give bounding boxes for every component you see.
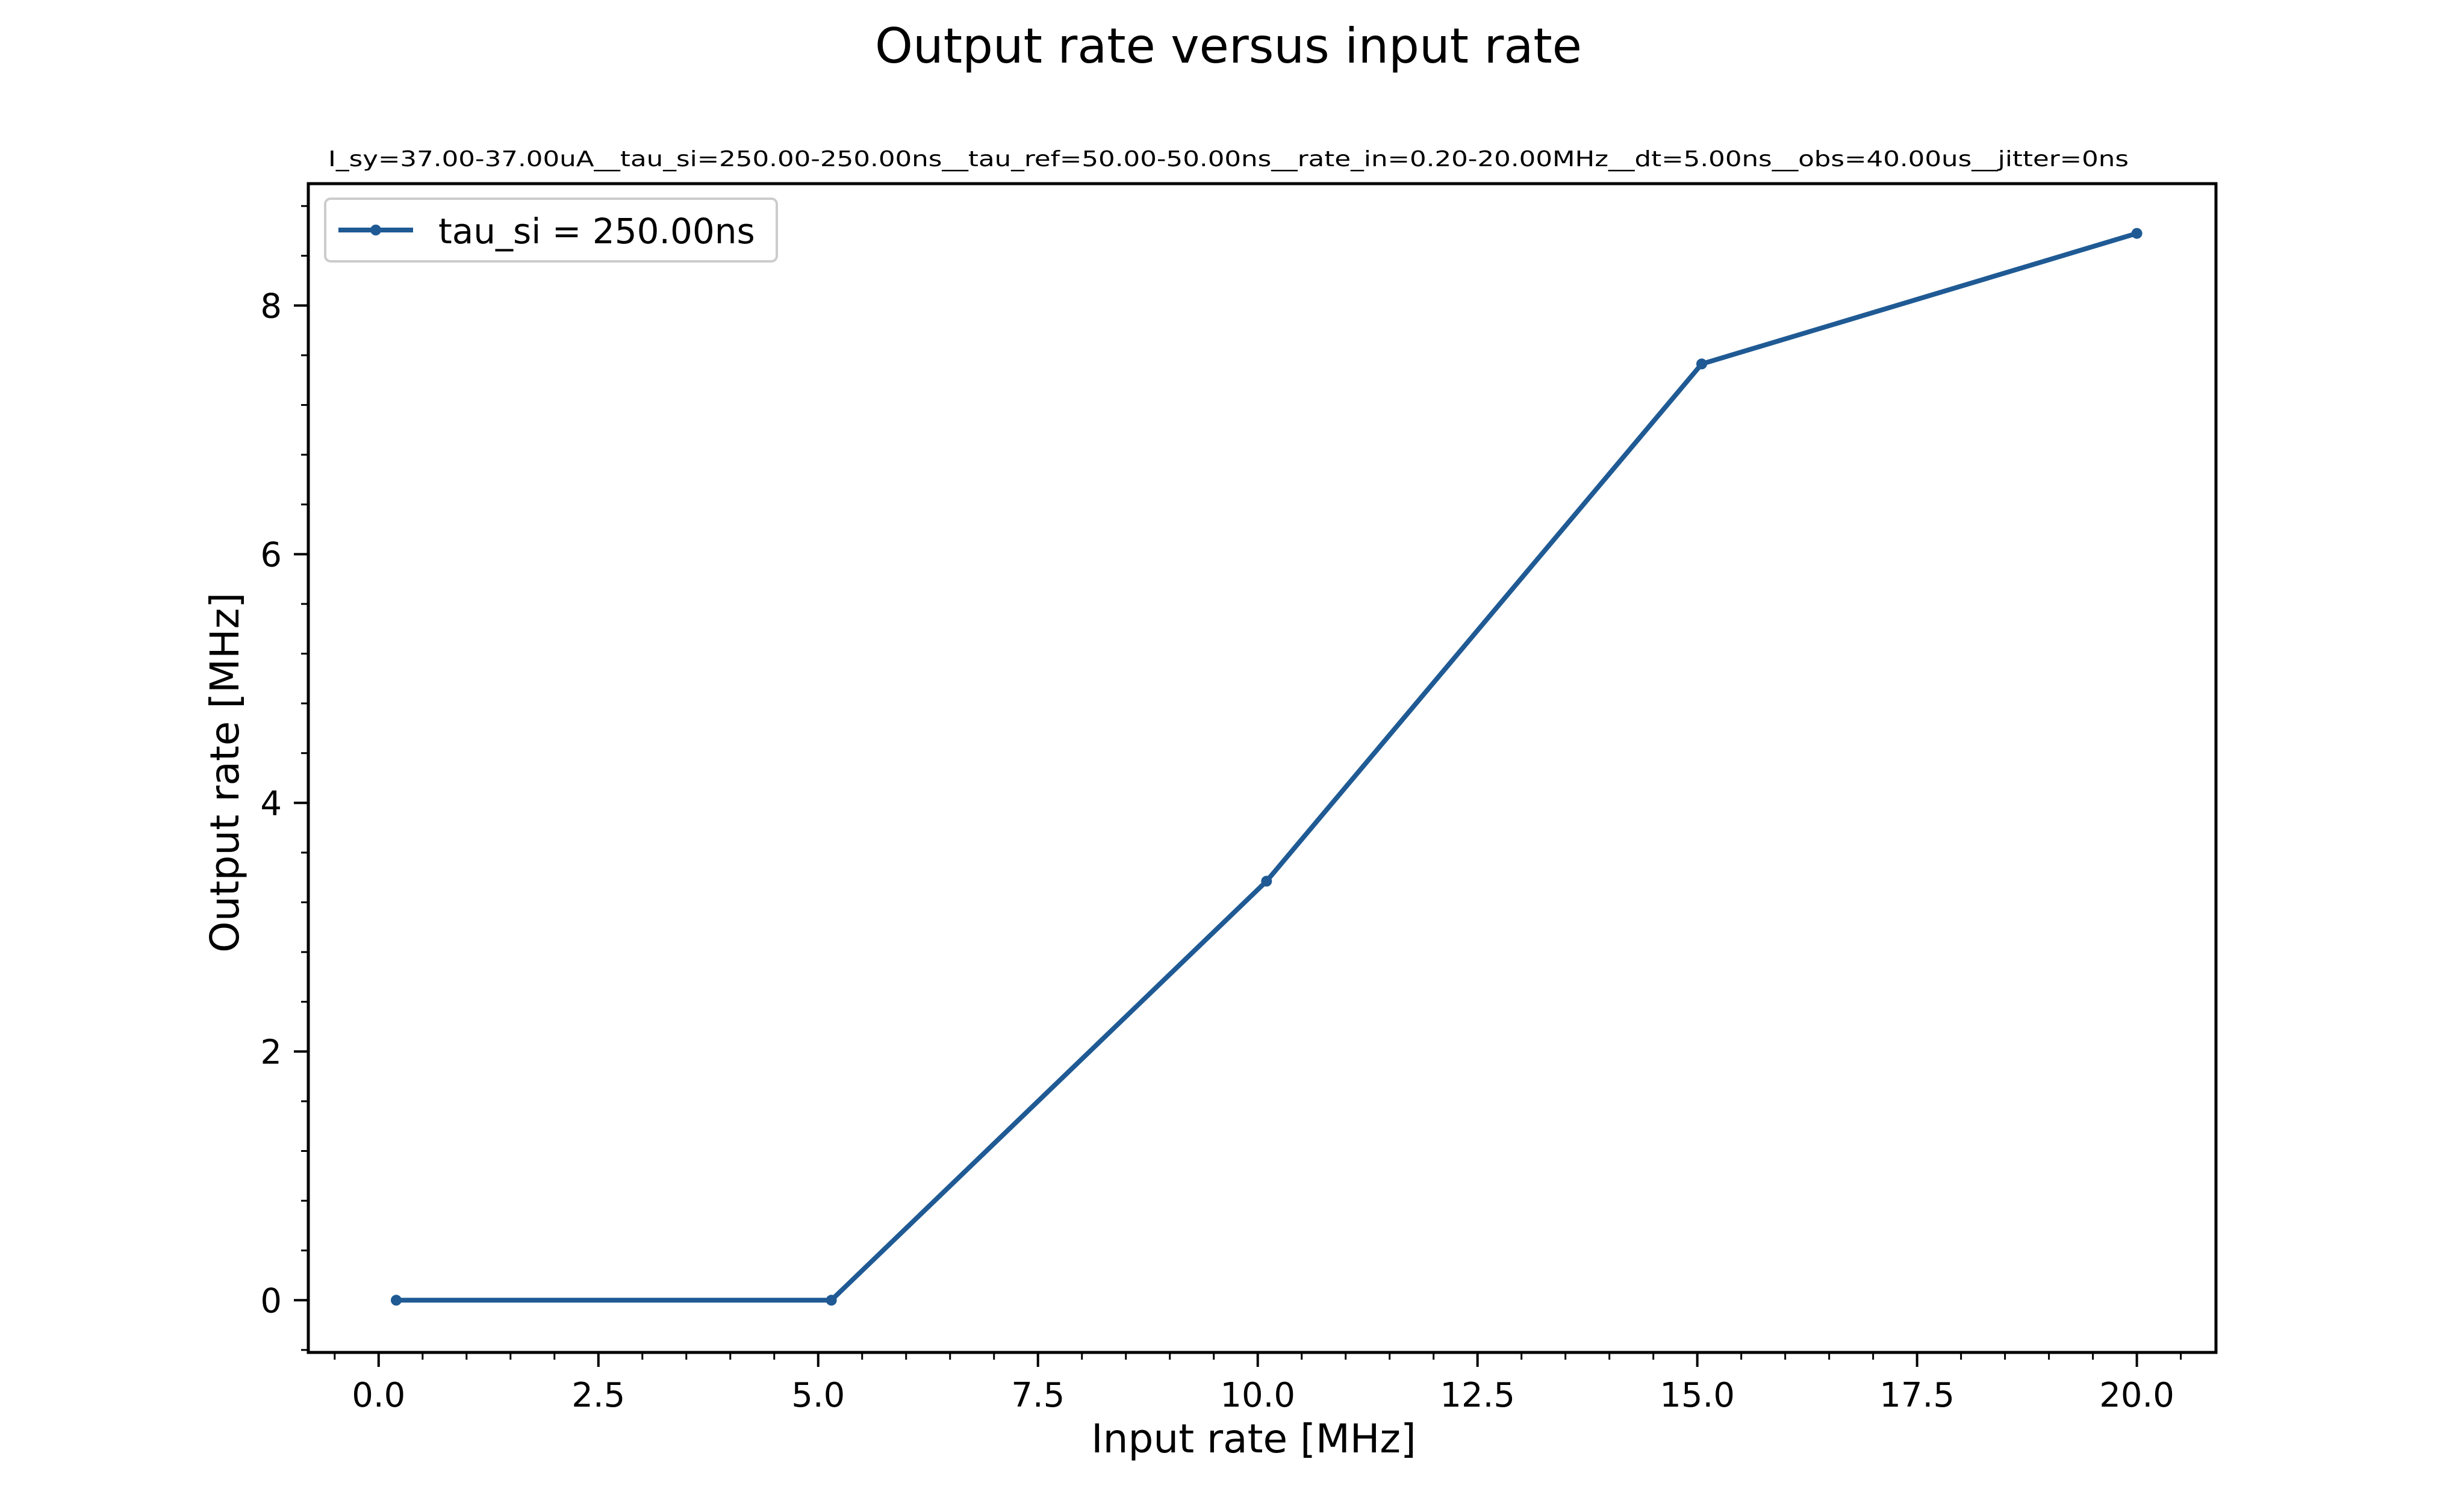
x-tick-label: 17.5 <box>1879 1376 1955 1415</box>
data-point <box>1261 876 1272 887</box>
legend: tau_si = 250.00ns <box>324 198 778 263</box>
plot-area <box>307 182 2218 1354</box>
y-tick-label: 2 <box>260 1033 282 1072</box>
x-tick-label: 15.0 <box>1660 1376 1735 1415</box>
data-point <box>2131 228 2143 239</box>
x-tick-label: 5.0 <box>791 1376 845 1415</box>
y-tick-label: 4 <box>260 784 282 823</box>
series-line <box>394 231 2139 1303</box>
y-axis: 0 2 4 6 8 <box>260 205 308 1351</box>
x-axis-label: Input rate [MHz] <box>1091 1416 1416 1462</box>
legend-label: tau_si = 250.00ns <box>438 211 755 252</box>
x-tick-label: 0.0 <box>352 1376 405 1415</box>
y-tick-label: 8 <box>260 287 282 326</box>
x-tick-label: 7.5 <box>1011 1376 1065 1415</box>
y-tick-label: 6 <box>260 535 282 574</box>
legend-box <box>324 198 778 263</box>
legend-marker <box>370 225 381 235</box>
x-axis: 0.0 2.5 5.0 7.5 10.0 12.5 15.0 17.5 20.0 <box>334 1352 2182 1415</box>
x-tick-label: 20.0 <box>2099 1376 2174 1415</box>
x-tick-label: 2.5 <box>571 1376 625 1415</box>
y-axis-label: Output rate [MHz] <box>202 593 248 953</box>
x-tick-label: 12.5 <box>1440 1376 1515 1415</box>
series-marks <box>390 228 2143 1306</box>
chart-title: Output rate versus input rate <box>875 18 1582 74</box>
data-point <box>826 1295 837 1306</box>
x-tick-label: 10.0 <box>1220 1376 1295 1415</box>
data-point <box>390 1295 402 1306</box>
data-point <box>1696 358 1707 370</box>
plot-frame <box>307 182 2218 1354</box>
chart-subtitle: I_sy=37.00-37.00uA__tau_si=250.00-250.00… <box>328 147 2129 172</box>
y-tick-label: 0 <box>260 1281 282 1321</box>
